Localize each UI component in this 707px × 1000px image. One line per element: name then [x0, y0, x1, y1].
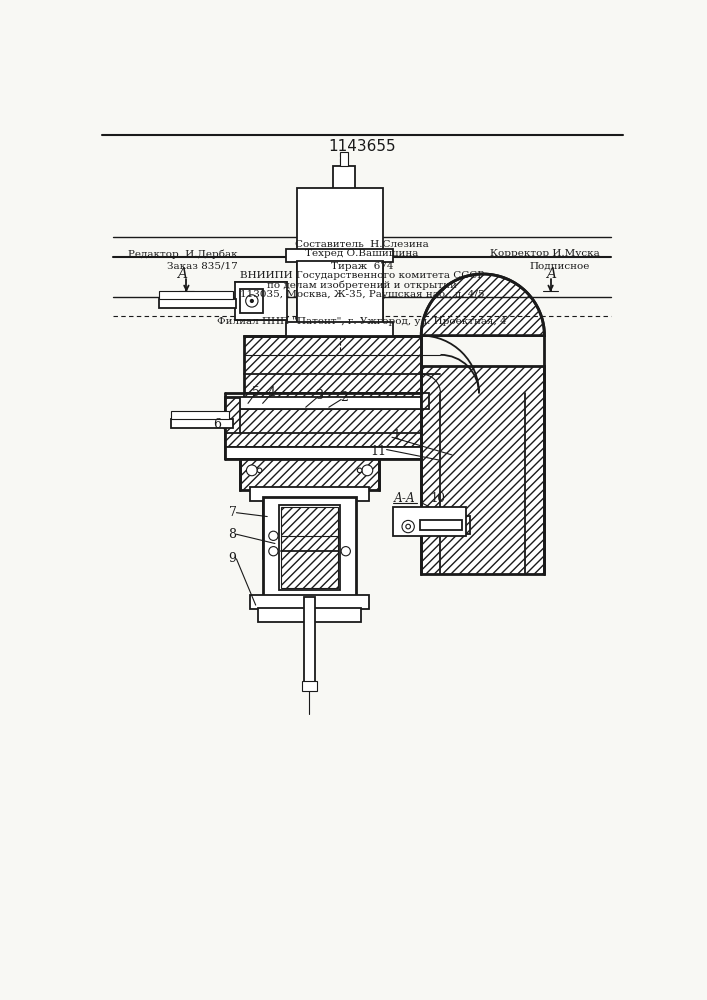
Bar — [160, 291, 233, 299]
Text: ВНИИПИ Государственного комитета СССР: ВНИИПИ Государственного комитета СССР — [240, 271, 484, 280]
Bar — [420, 520, 462, 530]
Bar — [225, 433, 421, 447]
Text: А-А: А-А — [393, 492, 415, 505]
Bar — [171, 411, 229, 419]
Bar — [334, 166, 355, 189]
Bar — [225, 447, 421, 459]
Bar — [340, 152, 348, 166]
Text: Филиал ПНП "Патент", г. Ужгород, ул. Проектная, 4: Филиал ПНП "Патент", г. Ужгород, ул. Про… — [217, 317, 507, 326]
Circle shape — [406, 524, 411, 529]
Circle shape — [269, 531, 278, 540]
Text: 7: 7 — [228, 506, 237, 519]
Text: Техред О.Вашишина: Техред О.Вашишина — [305, 249, 419, 258]
Bar — [281, 507, 338, 588]
Bar — [235, 282, 287, 320]
Text: Заказ 835/17: Заказ 835/17 — [167, 262, 238, 271]
Circle shape — [257, 468, 262, 473]
Bar — [171, 419, 233, 428]
Text: 3: 3 — [315, 389, 324, 402]
Bar — [250, 595, 369, 609]
Bar — [286, 249, 393, 262]
Circle shape — [402, 520, 414, 533]
Text: 11: 11 — [371, 445, 387, 458]
Bar — [258, 608, 361, 622]
Text: A: A — [546, 267, 556, 281]
Bar — [160, 299, 236, 308]
Text: 8: 8 — [228, 528, 237, 541]
Circle shape — [269, 547, 278, 556]
Bar — [458, 516, 469, 534]
Circle shape — [362, 465, 373, 476]
Text: Корректор И.Муска: Корректор И.Муска — [489, 249, 600, 258]
Bar — [397, 509, 418, 533]
Circle shape — [357, 468, 362, 473]
Bar — [279, 505, 340, 590]
Circle shape — [246, 295, 258, 307]
Text: A: A — [177, 267, 187, 281]
Text: Составитель  Н.Слезина: Составитель Н.Слезина — [295, 240, 429, 249]
Text: 5: 5 — [252, 386, 259, 399]
Circle shape — [247, 465, 257, 476]
Bar — [244, 393, 429, 409]
Bar — [244, 336, 421, 393]
Bar — [296, 188, 382, 251]
Text: 4: 4 — [268, 386, 276, 399]
Text: 6: 6 — [214, 418, 221, 431]
Text: 10: 10 — [431, 492, 445, 505]
Bar — [286, 322, 393, 336]
Text: Тираж  674: Тираж 674 — [331, 262, 393, 271]
Text: 113035, Москва, Ж-35, Раушская наб., д. 4/5: 113035, Москва, Ж-35, Раушская наб., д. … — [240, 289, 484, 299]
Text: по делам изобретений и открытий: по делам изобретений и открытий — [267, 280, 457, 290]
Bar — [229, 409, 421, 436]
Bar — [421, 366, 544, 574]
Text: 1143655: 1143655 — [328, 139, 396, 154]
Bar — [304, 597, 315, 682]
Text: Редактор  И.Дербак: Редактор И.Дербак — [128, 249, 238, 259]
Circle shape — [250, 299, 253, 302]
Text: 1: 1 — [392, 429, 401, 442]
Circle shape — [341, 547, 351, 556]
Bar — [393, 507, 466, 536]
Bar — [240, 459, 379, 490]
Bar — [240, 289, 264, 312]
Bar — [225, 397, 421, 409]
Text: 9: 9 — [228, 552, 237, 565]
Bar — [296, 261, 382, 324]
Text: 2: 2 — [340, 391, 348, 404]
Bar — [302, 681, 317, 691]
Bar — [252, 409, 414, 424]
Text: Подписное: Подписное — [530, 262, 590, 271]
Bar — [225, 398, 240, 438]
Bar — [250, 487, 369, 501]
Wedge shape — [421, 274, 544, 336]
Bar — [264, 497, 356, 597]
